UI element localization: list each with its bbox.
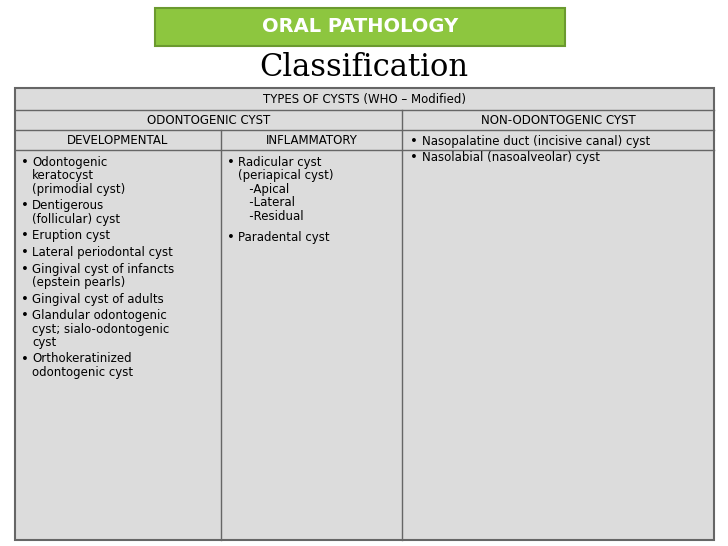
- Text: (epstein pearls): (epstein pearls): [32, 276, 125, 289]
- Text: (primodial cyst): (primodial cyst): [32, 183, 125, 196]
- Text: TYPES OF CYSTS (WHO – Modified): TYPES OF CYSTS (WHO – Modified): [263, 92, 466, 105]
- Text: •: •: [21, 353, 29, 365]
- Text: •: •: [21, 199, 29, 212]
- Text: cyst: cyst: [32, 336, 56, 349]
- Text: Radicular cyst: Radicular cyst: [238, 156, 322, 169]
- Text: ODONTOGENIC CYST: ODONTOGENIC CYST: [147, 114, 270, 127]
- Text: •: •: [410, 135, 418, 148]
- Text: •: •: [21, 293, 29, 306]
- Text: •: •: [21, 229, 29, 242]
- Text: •: •: [21, 156, 29, 169]
- Text: -Residual: -Residual: [238, 210, 304, 223]
- Text: •: •: [410, 151, 418, 163]
- Text: Orthokeratinized: Orthokeratinized: [32, 353, 132, 365]
- Text: keratocyst: keratocyst: [32, 169, 94, 182]
- Text: INFLAMMATORY: INFLAMMATORY: [266, 134, 357, 146]
- Text: Nasolabial (nasoalveolar) cyst: Nasolabial (nasoalveolar) cyst: [422, 151, 600, 163]
- Text: Eruption cyst: Eruption cyst: [32, 229, 110, 242]
- Text: •: •: [227, 156, 235, 169]
- Text: -Lateral: -Lateral: [238, 197, 295, 210]
- Text: •: •: [21, 263, 29, 276]
- Text: NON-ODONTOGENIC CYST: NON-ODONTOGENIC CYST: [480, 114, 636, 127]
- Text: •: •: [21, 246, 29, 259]
- Text: Paradental cyst: Paradental cyst: [238, 232, 330, 245]
- Bar: [15, 88, 714, 540]
- Bar: [15, 88, 714, 540]
- Text: Classification: Classification: [259, 52, 469, 84]
- Text: DEVELOPMENTAL: DEVELOPMENTAL: [67, 134, 169, 146]
- Text: Dentigerous: Dentigerous: [32, 199, 104, 212]
- Text: ORAL PATHOLOGY: ORAL PATHOLOGY: [262, 17, 458, 37]
- Text: Gingival cyst of adults: Gingival cyst of adults: [32, 293, 164, 306]
- Bar: [155, 8, 565, 46]
- Text: •: •: [227, 232, 235, 245]
- Text: Glandular odontogenic: Glandular odontogenic: [32, 309, 167, 322]
- Text: Gingival cyst of infancts: Gingival cyst of infancts: [32, 263, 174, 276]
- Text: Nasopalatine duct (incisive canal) cyst: Nasopalatine duct (incisive canal) cyst: [422, 135, 650, 148]
- Text: Lateral periodontal cyst: Lateral periodontal cyst: [32, 246, 173, 259]
- Text: (periapical cyst): (periapical cyst): [238, 169, 333, 182]
- Text: -Apical: -Apical: [238, 183, 289, 196]
- Text: Odontogenic: Odontogenic: [32, 156, 107, 169]
- Text: (follicular) cyst: (follicular) cyst: [32, 213, 120, 226]
- Text: cyst; sialo-odontogenic: cyst; sialo-odontogenic: [32, 323, 169, 335]
- Text: odontogenic cyst: odontogenic cyst: [32, 366, 133, 379]
- Text: •: •: [21, 309, 29, 322]
